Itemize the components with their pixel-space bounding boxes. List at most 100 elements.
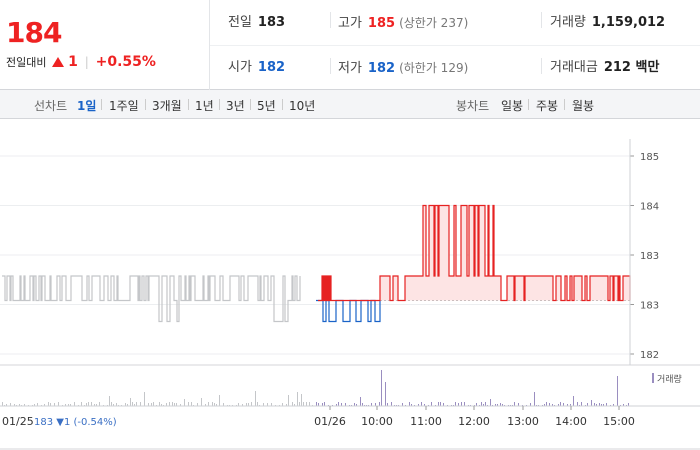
volume-bar <box>306 402 307 406</box>
volume-bar <box>238 403 239 406</box>
tab-divider <box>145 99 146 110</box>
volume-bar <box>534 392 535 406</box>
tab-divider <box>250 99 251 110</box>
volume-bar <box>242 404 243 406</box>
volume-bar <box>297 392 298 406</box>
volume-bar <box>391 402 392 406</box>
volume-bar <box>591 400 592 406</box>
x-tick-label: 15:00 <box>603 415 635 428</box>
tab-divider <box>188 99 189 110</box>
volume-bar <box>421 402 422 406</box>
volume-bar <box>169 402 170 406</box>
y-tick-label: 185 <box>640 152 659 163</box>
volume-bar <box>500 403 501 406</box>
tab-5year[interactable]: 5년 <box>257 99 276 113</box>
y-tick-label: 183 <box>640 251 659 262</box>
prev-close-label: 전일 <box>228 15 252 30</box>
volume-bar <box>341 403 342 406</box>
volume-bar <box>613 404 614 406</box>
tab-divider <box>219 99 220 110</box>
volume-bar <box>458 403 459 406</box>
volume-bar <box>599 403 600 406</box>
volume-bar <box>271 403 272 406</box>
prev-day-summary: 183 ▼1 (-0.54%) <box>34 417 117 428</box>
volume-bar <box>294 404 295 406</box>
volume-bar <box>623 404 624 406</box>
up-triangle-icon <box>52 57 65 67</box>
volume-bar <box>159 402 160 406</box>
volume-bar <box>188 402 189 406</box>
today-up-series <box>318 204 631 302</box>
divider <box>541 58 542 74</box>
tab-1year[interactable]: 1년 <box>195 99 214 113</box>
tab-daily-candle[interactable]: 일봉 <box>501 99 524 113</box>
volume-bar <box>136 402 137 406</box>
volume-bar <box>86 403 87 406</box>
price-chart[interactable]: 185 184 183 183 182 거래량 01/25 183 ▼1 (-0.54%)… <box>0 119 700 450</box>
volume-bar <box>94 404 95 406</box>
volume-bar <box>596 404 597 406</box>
volume-bar <box>552 404 553 406</box>
volume-bar <box>418 404 419 406</box>
tab-weekly-candle[interactable]: 주봉 <box>536 99 559 113</box>
volume-bar <box>288 395 289 406</box>
change-label: 전일대비 <box>6 56 47 69</box>
volume-bar <box>581 402 582 406</box>
tab-monthly-candle[interactable]: 월봉 <box>572 99 595 113</box>
volume-bar <box>461 402 462 406</box>
volume-bar <box>481 402 482 406</box>
lower-limit: (하한가 129) <box>399 61 469 75</box>
open-label: 시가 <box>228 60 252 75</box>
tab-divider <box>564 99 565 110</box>
volume-bar <box>338 402 339 406</box>
tab-1day[interactable]: 1일 <box>77 99 97 113</box>
tab-3year[interactable]: 3년 <box>226 99 245 113</box>
volume-bar <box>483 404 484 406</box>
y-tick-label: 183 <box>640 301 659 312</box>
volume-bar <box>208 402 209 406</box>
change-absolute: 1 <box>68 54 78 70</box>
volume-bar <box>336 404 337 406</box>
volume-bar <box>251 402 252 406</box>
volume-bar <box>530 403 531 406</box>
volume-bar <box>409 402 410 406</box>
volume-bar <box>567 404 568 406</box>
volume-bar <box>96 404 97 406</box>
volume-bar <box>570 404 571 406</box>
volume-bar <box>144 392 145 406</box>
volume-bar <box>485 402 486 406</box>
y-tick-label: 182 <box>640 350 659 361</box>
volume-bar <box>544 404 545 406</box>
x-tick-label: 13:00 <box>507 415 539 428</box>
volume-bar <box>316 402 317 406</box>
volume-bar <box>587 403 588 406</box>
volume-bar <box>301 394 302 406</box>
volume-legend-swatch <box>652 373 654 383</box>
volume-bar <box>381 370 382 406</box>
volume-bar <box>99 402 100 406</box>
open-stat: 시가 182 <box>228 58 285 78</box>
amount-value: 212 백만 <box>603 60 660 75</box>
volume-bar <box>70 404 71 406</box>
volume-bar <box>19 404 20 406</box>
prev-day-series <box>2 275 301 323</box>
volume-bar <box>191 402 192 406</box>
volume-bar <box>594 403 595 406</box>
volume-bar <box>197 403 198 406</box>
volume-bar <box>125 403 126 406</box>
volume-bar <box>495 404 496 406</box>
volume-bar <box>411 404 412 406</box>
volume-bar <box>91 402 92 406</box>
x-axis: 01/25 183 ▼1 (-0.54%) 01/26 10:00 11:00 12:00… <box>0 405 700 428</box>
volume-bar <box>111 402 112 406</box>
tab-3month[interactable]: 3개월 <box>152 99 182 113</box>
divider <box>330 12 331 28</box>
tab-10year[interactable]: 10년 <box>289 99 316 113</box>
volume-bar <box>109 396 110 406</box>
volume-bar <box>10 403 11 406</box>
volume-bar <box>577 402 578 406</box>
tab-1week[interactable]: 1주일 <box>109 99 139 113</box>
volume-bar <box>387 403 388 406</box>
high-stat: 고가 185 (상한가 237) <box>338 13 468 33</box>
amount-label: 거래대금 <box>550 60 598 75</box>
